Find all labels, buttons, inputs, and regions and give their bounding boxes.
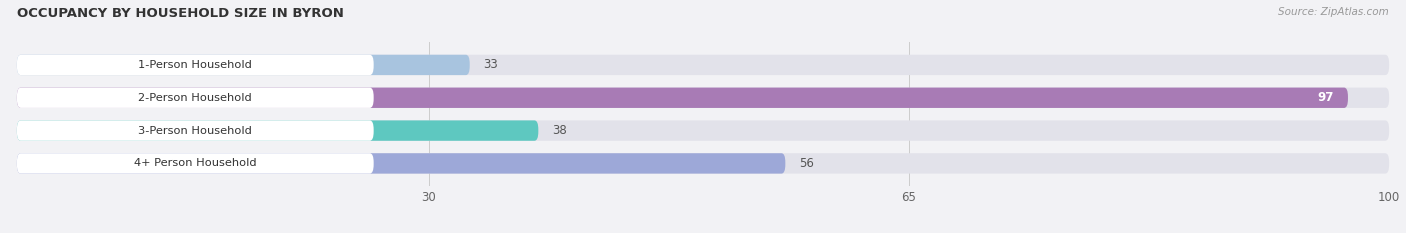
FancyBboxPatch shape (17, 55, 470, 75)
FancyBboxPatch shape (17, 88, 1389, 108)
FancyBboxPatch shape (17, 153, 374, 174)
FancyBboxPatch shape (17, 88, 1348, 108)
FancyBboxPatch shape (17, 88, 374, 108)
Text: 33: 33 (484, 58, 498, 72)
FancyBboxPatch shape (17, 120, 538, 141)
FancyBboxPatch shape (17, 120, 1389, 141)
FancyBboxPatch shape (17, 55, 374, 75)
Text: 1-Person Household: 1-Person Household (138, 60, 252, 70)
Text: 4+ Person Household: 4+ Person Household (134, 158, 256, 168)
Text: 38: 38 (553, 124, 567, 137)
Text: 3-Person Household: 3-Person Household (138, 126, 252, 136)
FancyBboxPatch shape (17, 55, 1389, 75)
FancyBboxPatch shape (17, 120, 374, 141)
Text: 56: 56 (799, 157, 814, 170)
Text: 97: 97 (1317, 91, 1334, 104)
FancyBboxPatch shape (17, 153, 1389, 174)
Text: 2-Person Household: 2-Person Household (138, 93, 252, 103)
Text: Source: ZipAtlas.com: Source: ZipAtlas.com (1278, 7, 1389, 17)
FancyBboxPatch shape (17, 153, 786, 174)
Text: OCCUPANCY BY HOUSEHOLD SIZE IN BYRON: OCCUPANCY BY HOUSEHOLD SIZE IN BYRON (17, 7, 343, 20)
